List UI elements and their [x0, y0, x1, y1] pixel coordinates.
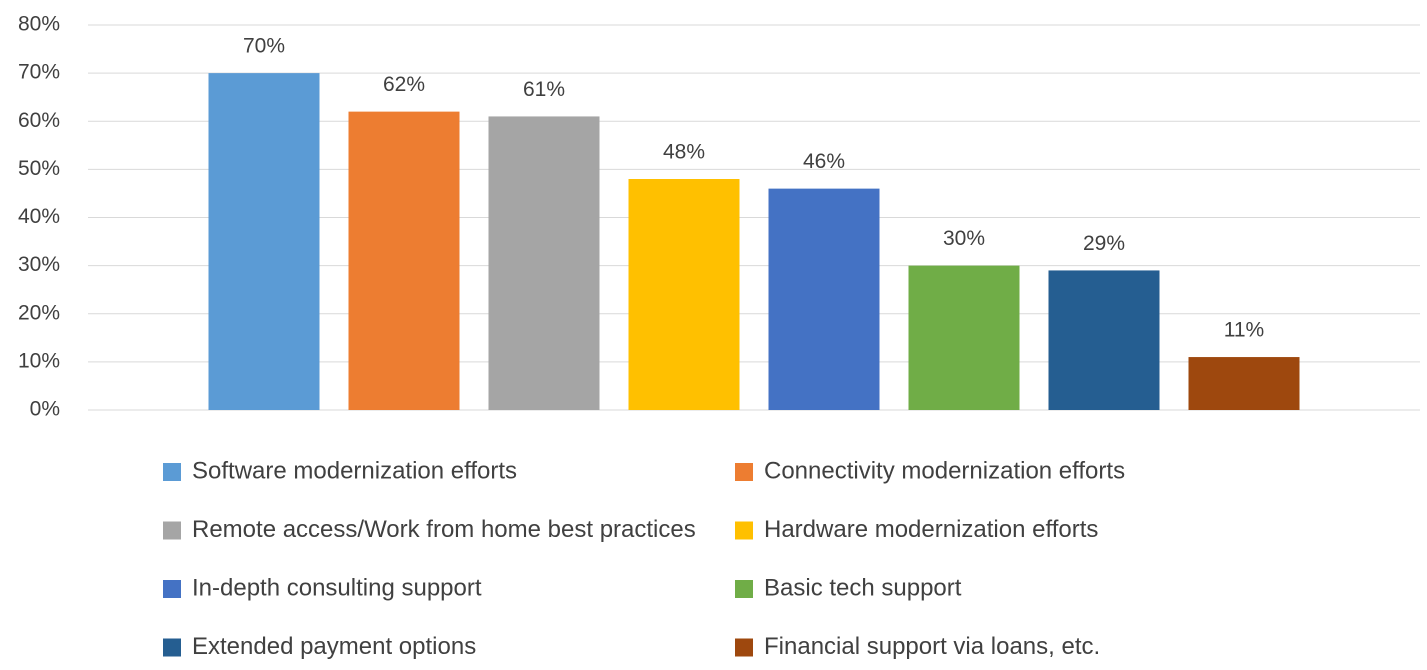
legend-label: Hardware modernization efforts [764, 516, 1098, 543]
y-tick-label: 70% [18, 61, 60, 84]
legend-swatch [163, 638, 181, 657]
bar [1188, 357, 1300, 410]
y-tick-label: 30% [18, 253, 60, 276]
bar [488, 116, 600, 410]
y-tick-label: 10% [18, 349, 60, 372]
y-tick-label: 40% [18, 205, 60, 228]
y-tick-label: 0% [30, 398, 60, 421]
legend-swatch [163, 521, 181, 540]
bar [628, 179, 740, 410]
legend-swatch [163, 580, 181, 598]
bar [908, 265, 1020, 410]
y-tick-label: 80% [18, 13, 60, 36]
y-tick-label: 60% [18, 109, 60, 132]
data-label: 62% [383, 73, 425, 96]
legend-label: Financial support via loans, etc. [764, 633, 1100, 660]
bar [208, 73, 320, 410]
bar [348, 111, 460, 410]
data-label: 11% [1224, 319, 1264, 342]
legend-label: In-depth consulting support [192, 574, 482, 601]
data-label: 29% [1083, 232, 1125, 255]
legend-label: Extended payment options [192, 633, 476, 660]
legend-swatch [735, 580, 753, 598]
data-label: 70% [243, 35, 285, 58]
legend-swatch [735, 638, 753, 657]
bar [1048, 270, 1160, 410]
legend-swatch [735, 463, 753, 481]
data-label: 30% [943, 227, 985, 250]
legend-label: Remote access/Work from home best practi… [192, 516, 696, 543]
data-label: 61% [523, 78, 565, 101]
y-tick-label: 50% [18, 157, 60, 180]
legend-swatch [735, 521, 753, 540]
legend-swatch [163, 463, 181, 481]
bar [768, 188, 880, 410]
data-label: 48% [663, 141, 705, 164]
data-label: 46% [803, 150, 845, 173]
legend-label: Basic tech support [764, 574, 962, 601]
legend-label: Software modernization efforts [192, 457, 517, 484]
y-tick-label: 20% [18, 301, 60, 324]
legend-label: Connectivity modernization efforts [764, 457, 1125, 484]
